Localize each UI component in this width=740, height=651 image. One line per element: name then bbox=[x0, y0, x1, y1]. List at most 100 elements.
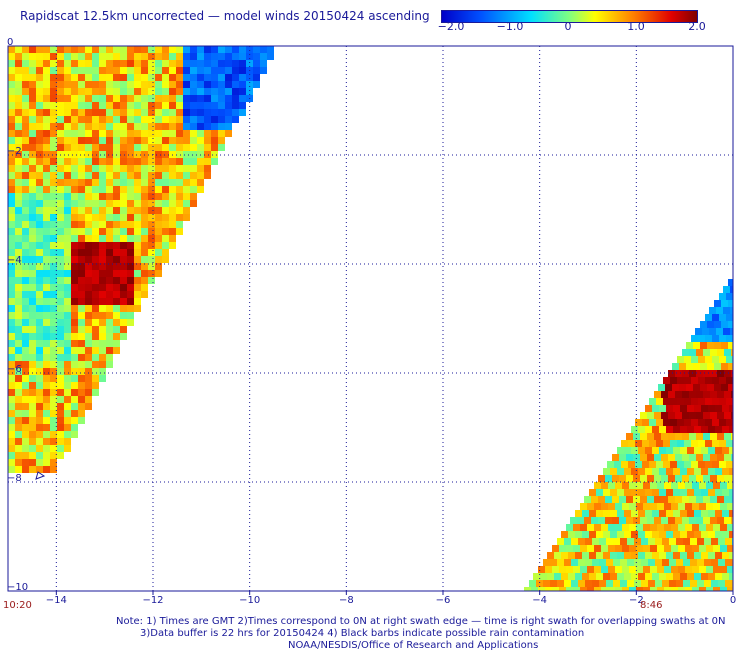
wind-cell bbox=[701, 405, 708, 412]
wind-cell bbox=[624, 489, 631, 496]
wind-cell bbox=[64, 361, 71, 368]
wind-cell bbox=[176, 67, 183, 74]
wind-cell bbox=[671, 545, 678, 552]
wind-cell bbox=[702, 328, 709, 335]
wind-cell bbox=[642, 440, 649, 447]
wind-cell bbox=[169, 53, 176, 60]
wind-cell bbox=[656, 461, 663, 468]
wind-cell bbox=[106, 333, 113, 340]
wind-cell bbox=[594, 545, 601, 552]
wind-cell bbox=[225, 116, 232, 123]
wind-cell bbox=[716, 328, 723, 335]
wind-cell bbox=[729, 426, 733, 433]
wind-cell bbox=[36, 144, 43, 151]
wind-cell bbox=[78, 130, 85, 137]
wind-cell bbox=[662, 580, 669, 587]
wind-cell bbox=[691, 419, 698, 426]
wind-cell bbox=[641, 538, 648, 545]
wind-cell bbox=[43, 312, 50, 319]
wind-cell bbox=[705, 377, 712, 384]
wind-cell bbox=[43, 193, 50, 200]
wind-cell bbox=[580, 503, 587, 510]
wind-cell bbox=[670, 419, 677, 426]
wind-cell bbox=[671, 482, 678, 489]
wind-cell bbox=[617, 531, 624, 538]
wind-cell bbox=[15, 95, 22, 102]
wind-cell bbox=[43, 396, 50, 403]
wind-cell bbox=[211, 158, 218, 165]
wind-cell bbox=[689, 391, 696, 398]
wind-cell bbox=[106, 284, 113, 291]
wind-cell bbox=[699, 524, 706, 531]
wind-cell bbox=[218, 60, 225, 67]
wind-cell bbox=[64, 270, 71, 277]
colorbar-tick-label: −2.0 bbox=[437, 20, 465, 33]
wind-cell bbox=[561, 531, 568, 538]
wind-cell bbox=[57, 74, 64, 81]
wind-cell bbox=[36, 81, 43, 88]
wind-cell bbox=[698, 335, 705, 342]
wind-cell bbox=[550, 580, 557, 587]
wind-cell bbox=[64, 95, 71, 102]
wind-cell bbox=[8, 347, 15, 354]
map-title: Rapidscat 12.5km uncorrected — model win… bbox=[20, 9, 430, 23]
wind-cell bbox=[141, 123, 148, 130]
wind-cell bbox=[8, 263, 15, 270]
wind-cell bbox=[78, 74, 85, 81]
wind-cell bbox=[176, 144, 183, 151]
wind-cell bbox=[99, 228, 106, 235]
wind-cell bbox=[43, 291, 50, 298]
wind-cell bbox=[640, 412, 647, 419]
wind-cell bbox=[22, 305, 29, 312]
wind-cell bbox=[50, 305, 57, 312]
wind-cell bbox=[599, 559, 606, 566]
wind-cell bbox=[591, 496, 598, 503]
wind-cell bbox=[78, 389, 85, 396]
wind-cell bbox=[682, 391, 689, 398]
wind-cell bbox=[225, 95, 232, 102]
wind-cell bbox=[622, 566, 629, 573]
wind-cell bbox=[587, 524, 594, 531]
wind-cell bbox=[661, 496, 668, 503]
wind-cell bbox=[71, 340, 78, 347]
wind-cell bbox=[113, 214, 120, 221]
wind-cell bbox=[29, 354, 36, 361]
wind-cell bbox=[57, 333, 64, 340]
wind-cell bbox=[162, 207, 169, 214]
wind-cell bbox=[127, 214, 134, 221]
wind-cell bbox=[92, 95, 99, 102]
wind-cell bbox=[22, 375, 29, 382]
wind-cell bbox=[239, 109, 246, 116]
wind-cell bbox=[85, 382, 92, 389]
wind-cell bbox=[57, 186, 64, 193]
wind-cell bbox=[730, 328, 733, 335]
wind-cell bbox=[668, 517, 675, 524]
wind-cell bbox=[71, 130, 78, 137]
wind-cell bbox=[15, 354, 22, 361]
wind-cell bbox=[50, 102, 57, 109]
wind-cell bbox=[148, 249, 155, 256]
wind-cell bbox=[654, 454, 661, 461]
wind-cell bbox=[582, 531, 589, 538]
wind-cell bbox=[71, 235, 78, 242]
wind-cell bbox=[141, 60, 148, 67]
wind-cell bbox=[99, 67, 106, 74]
wind-cell bbox=[696, 433, 703, 440]
wind-cell bbox=[29, 214, 36, 221]
wind-cell bbox=[218, 102, 225, 109]
wind-cell bbox=[50, 326, 57, 333]
wind-cell bbox=[711, 559, 718, 566]
wind-cell bbox=[71, 67, 78, 74]
wind-cell bbox=[155, 263, 162, 270]
wind-cell bbox=[64, 221, 71, 228]
wind-cell bbox=[183, 207, 190, 214]
wind-cell bbox=[596, 552, 603, 559]
wind-cell bbox=[148, 172, 155, 179]
wind-cell bbox=[71, 375, 78, 382]
wind-cell bbox=[120, 200, 127, 207]
wind-cell bbox=[85, 319, 92, 326]
wind-cell bbox=[127, 137, 134, 144]
wind-cell bbox=[29, 319, 36, 326]
wind-cell bbox=[134, 102, 141, 109]
wind-cell bbox=[15, 186, 22, 193]
